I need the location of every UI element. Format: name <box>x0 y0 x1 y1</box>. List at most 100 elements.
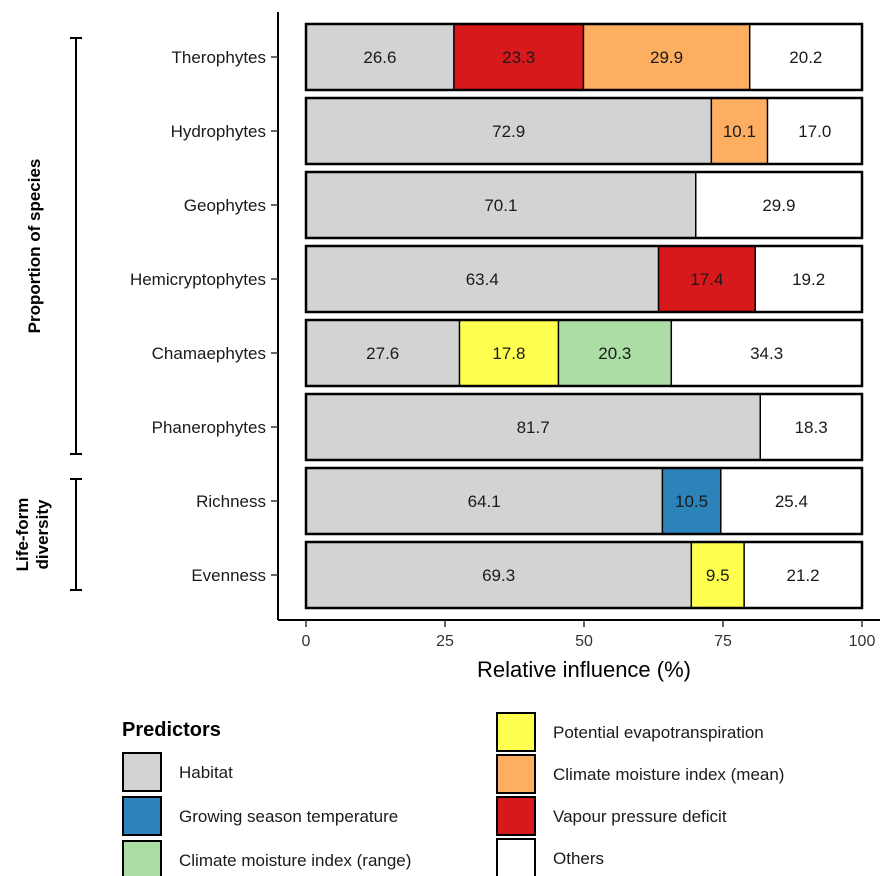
data-label: 17.0 <box>798 122 831 141</box>
bar-segment-vapour-pressure-deficit <box>453 24 584 90</box>
legend-swatch <box>122 796 162 836</box>
data-label: 23.3 <box>502 48 535 67</box>
bar-segment-others <box>744 542 862 608</box>
bar-segment-potential-evapotranspiration <box>691 542 745 608</box>
bar-outline <box>304 170 864 240</box>
legend-item-others: Others <box>496 838 604 876</box>
bars: 26.6 23.3 29.9 20.2 72.9 10.1 17.0 70.1 29.9 63.4… <box>304 22 864 610</box>
data-label: 21.2 <box>787 566 820 585</box>
bar-outline <box>304 392 864 462</box>
data-label: 63.4 <box>466 270 499 289</box>
legend-label: Potential evapotranspiration <box>553 723 764 742</box>
category-label: Evenness <box>191 566 266 585</box>
x-tick-label: 25 <box>436 633 454 650</box>
bar-geophytes: 70.1 29.9 <box>304 170 864 240</box>
legend-item-growing-season-temperature: Growing season temperature <box>122 796 398 836</box>
axes: 0 25 50 75 100 Relative influence (%) <box>277 12 880 682</box>
legend-label: Vapour pressure deficit <box>553 807 727 826</box>
bar-evenness: 69.3 9.5 21.2 <box>304 540 864 610</box>
data-label: 19.2 <box>792 270 825 289</box>
x-tick-label: 75 <box>714 633 732 650</box>
data-label: 25.4 <box>775 492 808 511</box>
data-label: 17.8 <box>492 344 525 363</box>
group-label: Proportion of species <box>25 159 44 334</box>
legend-swatch <box>496 712 536 752</box>
data-label: 29.9 <box>650 48 683 67</box>
category-label: Hemicryptophytes <box>130 270 266 289</box>
bar-segment-others <box>720 468 862 534</box>
bar-segment-climate-moisture-index-mean <box>711 98 768 164</box>
bar-outline <box>304 318 864 388</box>
bar-segment-habitat <box>306 24 454 90</box>
bar-segment-others <box>749 24 862 90</box>
data-label: 64.1 <box>468 492 501 511</box>
category-label: Geophytes <box>184 196 266 215</box>
bar-phanerophytes: 81.7 18.3 <box>304 392 864 462</box>
legend-swatch <box>496 796 536 836</box>
x-tick-label: 50 <box>575 633 593 650</box>
bar-outline <box>304 244 864 314</box>
data-label: 72.9 <box>492 122 525 141</box>
legend-swatch <box>122 752 162 792</box>
bar-segment-climate-moisture-index-mean <box>583 24 750 90</box>
bar-segment-habitat <box>306 172 696 238</box>
category-label: Richness <box>196 492 266 511</box>
bar-hydrophytes: 72.9 10.1 17.0 <box>304 96 864 166</box>
data-label: 29.9 <box>762 196 795 215</box>
category-labels: Therophytes Hydrophytes Geophytes Hemicrypt… <box>130 48 278 585</box>
bar-segment-others <box>755 246 862 312</box>
bar-therophytes: 26.6 23.3 29.9 20.2 <box>304 22 864 92</box>
bar-segment-vapour-pressure-deficit <box>658 246 756 312</box>
bar-outline <box>304 540 864 610</box>
category-label: Therophytes <box>172 48 267 67</box>
data-label: 81.7 <box>517 418 550 437</box>
x-axis-title: Relative influence (%) <box>477 657 691 682</box>
legend-item-habitat: Habitat <box>122 752 233 792</box>
legend-item-vapour-pressure-deficit: Vapour pressure deficit <box>496 796 727 836</box>
legend-item-climate-moisture-index-mean: Climate moisture index (mean) <box>496 754 784 794</box>
data-label: 17.4 <box>690 270 723 289</box>
bar-segment-habitat <box>306 394 761 460</box>
bar-outline <box>304 96 864 166</box>
group-label: Life-form <box>13 498 32 572</box>
bar-segment-potential-evapotranspiration <box>459 320 559 386</box>
bar-segment-habitat <box>306 246 659 312</box>
group-life-form-diversity: Life-form diversity <box>13 478 82 591</box>
legend-swatch <box>496 754 536 794</box>
bar-segment-others <box>760 394 862 460</box>
data-label: 34.3 <box>750 344 783 363</box>
legend-item-potential-evapotranspiration: Potential evapotranspiration <box>496 712 764 752</box>
data-label: 69.3 <box>482 566 515 585</box>
legend-label: Others <box>553 849 604 868</box>
data-label: 26.6 <box>363 48 396 67</box>
group-proportion-of-species: Proportion of species <box>25 37 82 455</box>
category-label: Phanerophytes <box>152 418 266 437</box>
legend-label: Growing season temperature <box>179 807 398 826</box>
bar-chamaephytes: 27.6 17.8 20.3 34.3 <box>304 318 864 388</box>
data-label: 27.6 <box>366 344 399 363</box>
group-label: diversity <box>33 499 52 569</box>
data-label: 20.3 <box>598 344 631 363</box>
legend-title: Predictors <box>122 719 221 741</box>
bar-outline <box>304 466 864 536</box>
bar-segment-others <box>695 172 862 238</box>
data-label: 10.1 <box>723 122 756 141</box>
bar-segment-growing-season-temperature <box>662 468 721 534</box>
legend-swatch <box>496 838 536 876</box>
legend-swatch <box>122 840 162 876</box>
bar-segment-habitat <box>306 542 692 608</box>
bar-segment-others <box>767 98 862 164</box>
category-label: Chamaephytes <box>152 344 266 363</box>
legend-label: Climate moisture index (mean) <box>553 765 784 784</box>
data-label: 20.2 <box>789 48 822 67</box>
bar-richness: 64.1 10.5 25.4 <box>304 466 864 536</box>
data-label: 18.3 <box>795 418 828 437</box>
legend: Predictors Habitat Growing season temperat… <box>122 712 784 876</box>
legend-label: Habitat <box>179 763 233 782</box>
x-tick-label: 0 <box>302 633 311 650</box>
bar-segment-habitat <box>306 468 663 534</box>
bar-hemicryptophytes: 63.4 17.4 19.2 <box>304 244 864 314</box>
bar-segment-others <box>671 320 862 386</box>
legend-label: Climate moisture index (range) <box>179 851 411 870</box>
